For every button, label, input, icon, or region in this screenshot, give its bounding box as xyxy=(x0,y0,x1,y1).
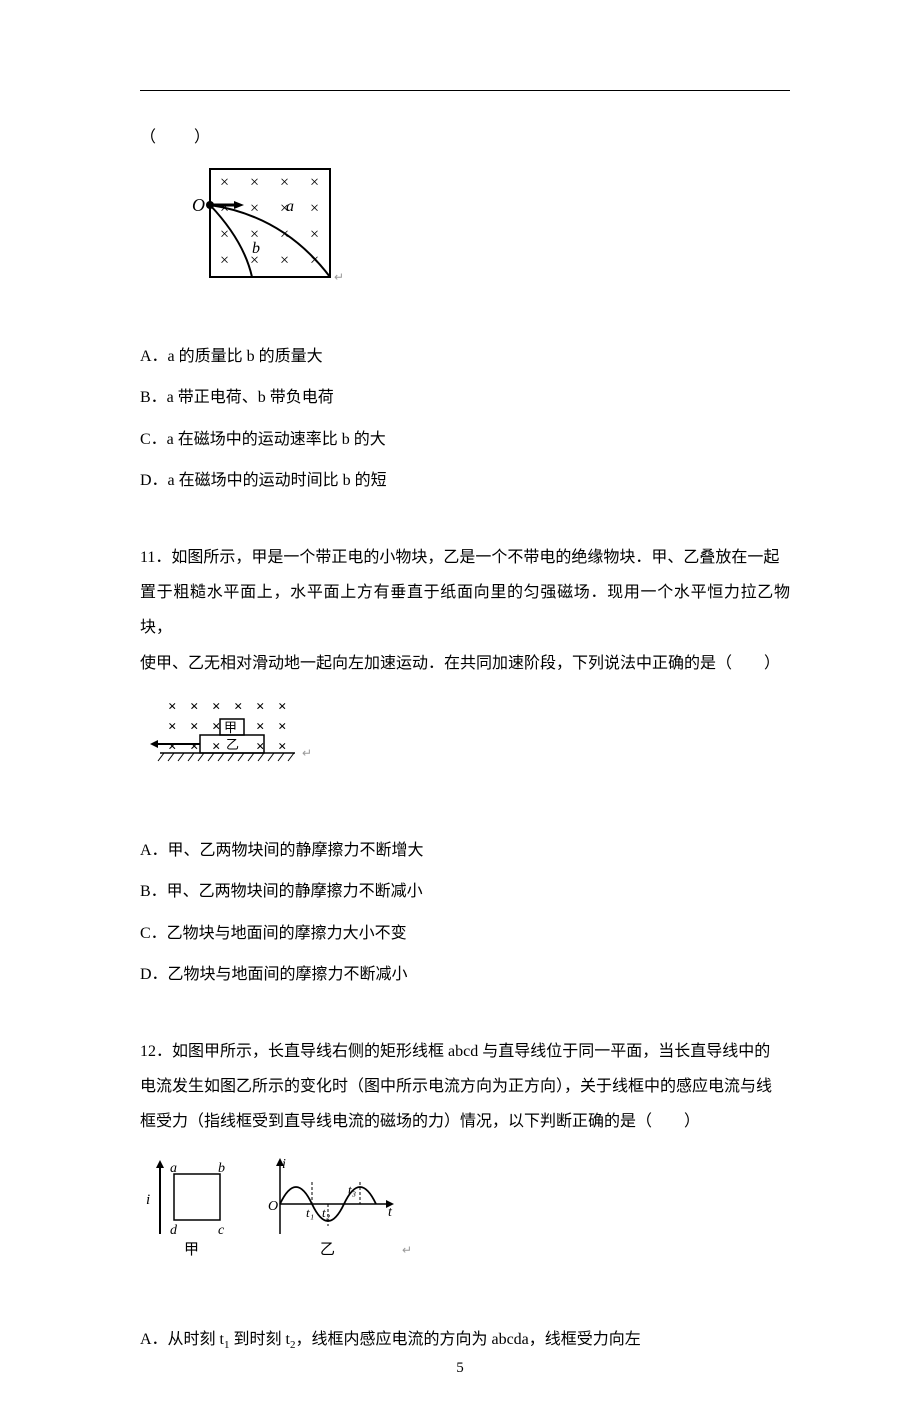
q12-i-label-left: i xyxy=(146,1192,150,1208)
q11-option-B: B．甲、乙两物块间的静摩擦力不断减小 xyxy=(140,874,790,909)
svg-text:×: × xyxy=(220,174,229,191)
q10-option-D: D．a 在磁场中的运动时间比 b 的短 xyxy=(140,463,790,498)
svg-text:×: × xyxy=(168,699,177,715)
q10-a-label: a xyxy=(286,198,294,215)
svg-text:×: × xyxy=(190,719,199,735)
svg-text:×: × xyxy=(310,226,319,243)
svg-text:×: × xyxy=(256,719,265,735)
q10-velocity-arrowhead xyxy=(234,201,244,209)
top-rule xyxy=(140,90,790,91)
q12-figure-svg: i a b c d 甲 i O t xyxy=(140,1154,440,1274)
q12-t-axis-label: t xyxy=(388,1205,393,1220)
q10-option-B: B．a 带正电荷、b 带负电荷 xyxy=(140,380,790,415)
q12-loop-abcd xyxy=(174,1174,220,1220)
q11-jia-label: 甲 xyxy=(224,720,237,735)
q12-graph-yi: i O t t₁ t₂ t₃ 乙 ↵ xyxy=(268,1157,412,1258)
q11-option-C: C．乙物块与地面间的摩擦力大小不变 xyxy=(140,916,790,951)
q12-A-prefix: A．从时刻 t xyxy=(140,1331,224,1348)
svg-text:×: × xyxy=(220,252,229,269)
q10-figure-svg: O ×××× ×××× ×××× ×××× a b ↵ xyxy=(174,161,344,291)
q12-A-suffix: ，线框内感应电流的方向为 abcda，线框受力向左 xyxy=(295,1331,640,1348)
svg-text:×: × xyxy=(220,226,229,243)
q12-a-label: a xyxy=(170,1161,177,1176)
q12-yi-label: 乙 xyxy=(320,1242,335,1258)
q10-b-label: b xyxy=(252,240,260,257)
q10-blank-paren: （ ） xyxy=(140,125,790,151)
q11-figure-svg: ×××××× ××××× ××××× 甲 乙 xyxy=(140,695,340,785)
svg-text:×: × xyxy=(310,200,319,217)
q11-option-A: A．甲、乙两物块间的静摩擦力不断增大 xyxy=(140,833,790,868)
q12-stem-line3: 框受力（指线框受到直导线电流的磁场的力）情况，以下判断正确的是（ ） xyxy=(140,1104,790,1139)
q11-ground-hatch xyxy=(158,753,294,761)
q12-t3-label: t₃ xyxy=(348,1182,356,1197)
q12-stem-line2: 电流发生如图乙所示的变化时（图中所示电流方向为正方向），关于线框中的感应电流与线 xyxy=(140,1069,790,1104)
q11-stem-line2: 置于粗糙水平面上，水平面上方有垂直于纸面向里的匀强磁场．现用一个水平恒力拉乙物块… xyxy=(140,575,790,645)
q12-i-axis-label: i xyxy=(282,1157,286,1172)
q12-option-A: A．从时刻 t1 到时刻 t2，线框内感应电流的方向为 abcda，线框受力向左 xyxy=(140,1322,790,1357)
q11-yi-label: 乙 xyxy=(226,737,239,752)
svg-text:×: × xyxy=(190,699,199,715)
q12-t1-label: t₁ xyxy=(306,1205,314,1220)
q10-crosses: ×××× ×××× ×××× ×××× xyxy=(220,174,319,269)
page-number: 5 xyxy=(0,1356,920,1380)
q10-option-C: C．a 在磁场中的运动速率比 b 的大 xyxy=(140,422,790,457)
svg-text:×: × xyxy=(280,174,289,191)
q12-jia-label: 甲 xyxy=(184,1242,199,1258)
q10-return-mark: ↵ xyxy=(334,270,344,284)
svg-text:×: × xyxy=(234,699,243,715)
q12-figure: i a b c d 甲 i O t xyxy=(140,1154,790,1283)
q12-stem: 12．如图甲所示，长直导线右侧的矩形线框 abcd 与直导线位于同一平面，当长直… xyxy=(140,1034,790,1140)
q12-b-label: b xyxy=(218,1161,225,1176)
q12-return-mark: ↵ xyxy=(402,1243,412,1257)
page: （ ） O × × × × × × × × × × × × × × × × a b xyxy=(0,0,920,1404)
svg-text:×: × xyxy=(280,252,289,269)
svg-text:×: × xyxy=(256,699,265,715)
q10-option-A: A．a 的质量比 b 的质量大 xyxy=(140,339,790,374)
q11-return-mark: ↵ xyxy=(302,746,312,760)
q12-c-label: c xyxy=(218,1223,225,1238)
q11-figure: ×××××× ××××× ××××× 甲 乙 xyxy=(140,695,790,794)
q12-wire-arrowhead xyxy=(156,1160,164,1168)
q11-option-D: D．乙物块与地面间的摩擦力不断减小 xyxy=(140,957,790,992)
q12-d-label: d xyxy=(170,1223,178,1238)
q12-stem-line1: 12．如图甲所示，长直导线右侧的矩形线框 abcd 与直导线位于同一平面，当长直… xyxy=(140,1034,790,1069)
q12-t2-label: t₂ xyxy=(322,1205,331,1220)
q10-figure: O ×××× ×××× ×××× ×××× a b ↵ xyxy=(174,161,790,300)
svg-text:×: × xyxy=(212,699,221,715)
q12-A-mid: 到时刻 t xyxy=(230,1331,290,1348)
svg-text:×: × xyxy=(278,699,287,715)
q11-stem-line1: 11．如图所示，甲是一个带正电的小物块，乙是一个不带电的绝缘物块．甲、乙叠放在一… xyxy=(140,540,790,575)
svg-text:×: × xyxy=(168,719,177,735)
q11-stem: 11．如图所示，甲是一个带正电的小物块，乙是一个不带电的绝缘物块．甲、乙叠放在一… xyxy=(140,540,790,681)
q10-O-label: O xyxy=(192,195,205,215)
svg-text:×: × xyxy=(250,200,259,217)
svg-text:×: × xyxy=(250,174,259,191)
q12-O-label: O xyxy=(268,1199,278,1214)
q11-stem-line3: 使甲、乙无相对滑动地一起向左加速运动．在共同加速阶段，下列说法中正确的是（ ） xyxy=(140,646,790,681)
svg-text:×: × xyxy=(278,719,287,735)
svg-text:×: × xyxy=(310,174,319,191)
q10-path-b xyxy=(210,205,252,277)
q11-force-arrowhead xyxy=(150,740,158,748)
